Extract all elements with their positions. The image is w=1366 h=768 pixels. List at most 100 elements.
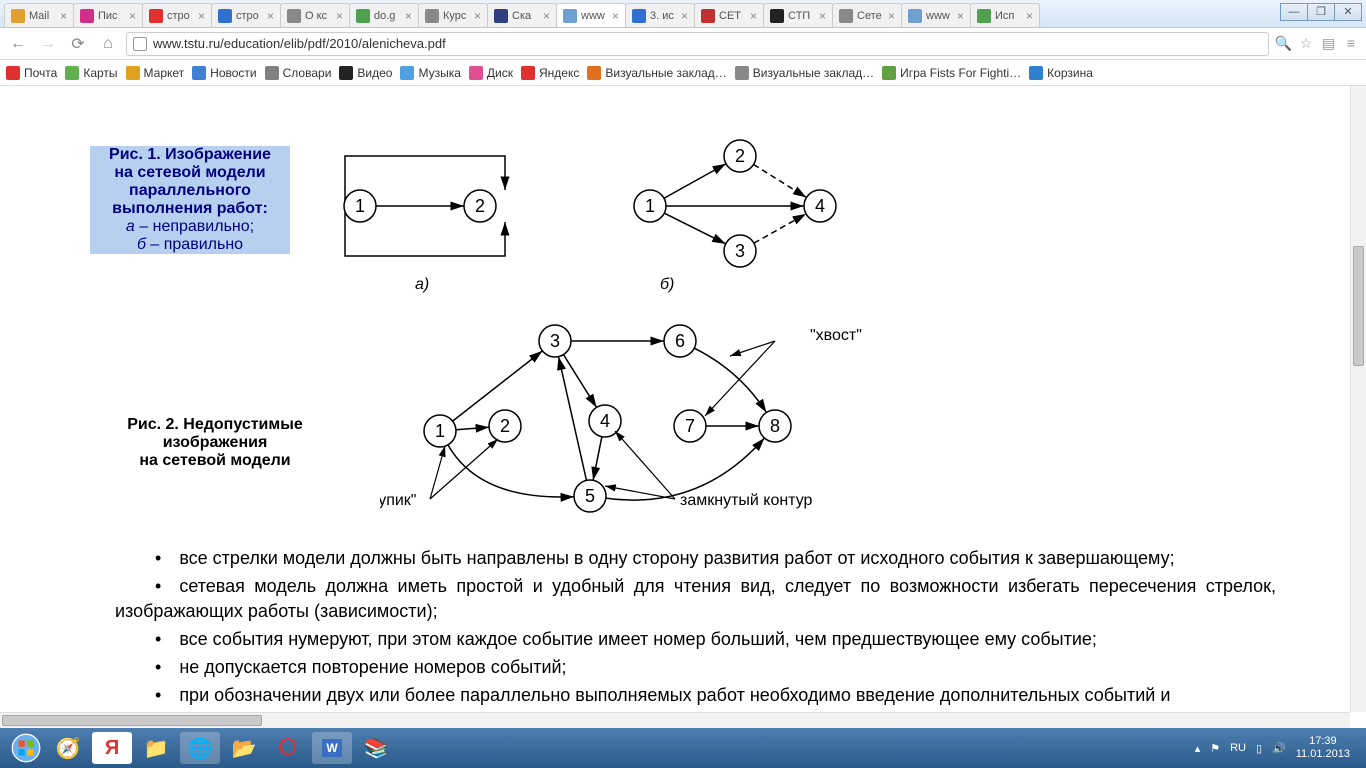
- bookmark-item[interactable]: Музыка: [400, 66, 460, 80]
- bookmark-item[interactable]: Игра Fists For Fighti…: [882, 66, 1021, 80]
- browser-tab[interactable]: Исп×: [970, 3, 1040, 27]
- tab-close-icon[interactable]: ×: [957, 9, 964, 23]
- close-button[interactable]: ✕: [1334, 3, 1362, 21]
- bookmark-icon: [400, 66, 414, 80]
- forward-button[interactable]: →: [36, 32, 60, 56]
- browser-tab[interactable]: www×: [901, 3, 971, 27]
- svg-text:4: 4: [815, 196, 825, 216]
- bookmarks-icon[interactable]: ▤: [1320, 35, 1338, 53]
- bookmark-label: Игра Fists For Fighti…: [900, 66, 1021, 80]
- star-icon[interactable]: ☆: [1297, 35, 1315, 53]
- home-button[interactable]: ⌂: [96, 32, 120, 56]
- bookmark-icon: [882, 66, 896, 80]
- tab-close-icon[interactable]: ×: [60, 9, 67, 23]
- browser-tab[interactable]: do.g×: [349, 3, 419, 27]
- tab-close-icon[interactable]: ×: [267, 9, 274, 23]
- bookmark-item[interactable]: Диск: [469, 66, 513, 80]
- bookmark-item[interactable]: Визуальные заклад…: [587, 66, 726, 80]
- bookmark-icon: [265, 66, 279, 80]
- tab-close-icon[interactable]: ×: [543, 9, 550, 23]
- tab-close-icon[interactable]: ×: [198, 9, 205, 23]
- clock[interactable]: 17:3911.01.2013: [1296, 735, 1350, 761]
- browser-tab[interactable]: Сете ×: [832, 3, 902, 27]
- url-text: www.tstu.ru/education/elib/pdf/2010/alen…: [153, 36, 446, 51]
- taskbar-app-4[interactable]: 📂: [224, 732, 264, 764]
- zoom-icon[interactable]: 🔍: [1275, 35, 1293, 53]
- browser-tabstrip: Mail×Пис×стро×стро×О кс×do.g×Курс×Ска×ww…: [0, 0, 1366, 28]
- start-button[interactable]: [6, 728, 46, 768]
- bookmark-item[interactable]: Корзина: [1029, 66, 1093, 80]
- bookmark-item[interactable]: Видео: [339, 66, 392, 80]
- bookmark-item[interactable]: Визуальные заклад…: [735, 66, 874, 80]
- bullet-item: все события нумеруют, при этом каждое со…: [115, 627, 1276, 651]
- browser-tab[interactable]: СТП ×: [763, 3, 833, 27]
- figure1-caption: Рис. 1. Изображение на сетевой модели па…: [90, 146, 290, 254]
- browser-tab[interactable]: www×: [556, 3, 626, 27]
- tab-close-icon[interactable]: ×: [681, 9, 688, 23]
- tab-close-icon[interactable]: ×: [750, 9, 757, 23]
- taskbar-archive[interactable]: 📚: [356, 732, 396, 764]
- browser-tab[interactable]: 3. ис ×: [625, 3, 695, 27]
- browser-tab[interactable]: Ска×: [487, 3, 557, 27]
- browser-tab[interactable]: Mail×: [4, 3, 74, 27]
- address-bar[interactable]: www.tstu.ru/education/elib/pdf/2010/alen…: [126, 32, 1269, 56]
- browser-tab[interactable]: СЕТ×: [694, 3, 764, 27]
- bookmark-item[interactable]: Словари: [265, 66, 332, 80]
- bookmark-item[interactable]: Карты: [65, 66, 117, 80]
- minimize-button[interactable]: —: [1280, 3, 1308, 21]
- tab-close-icon[interactable]: ×: [1026, 9, 1033, 23]
- figure1a-label: а): [415, 276, 429, 294]
- browser-tab[interactable]: О кс×: [280, 3, 350, 27]
- tab-label: СТП: [788, 10, 815, 22]
- bookmark-item[interactable]: Яндекс: [521, 66, 579, 80]
- tab-favicon: [149, 9, 163, 23]
- bookmark-item[interactable]: Маркет: [126, 66, 185, 80]
- tab-close-icon[interactable]: ×: [612, 9, 619, 23]
- svg-text:"хвост": "хвост": [810, 327, 862, 344]
- tab-favicon: [563, 9, 577, 23]
- bookmark-label: Корзина: [1047, 66, 1093, 80]
- tab-close-icon[interactable]: ×: [888, 9, 895, 23]
- tab-close-icon[interactable]: ×: [129, 9, 136, 23]
- svg-text:1: 1: [435, 421, 445, 441]
- taskbar-app-3[interactable]: 📁: [136, 732, 176, 764]
- svg-text:5: 5: [585, 486, 595, 506]
- tray-arrow-icon[interactable]: ▴: [1195, 742, 1201, 755]
- tab-close-icon[interactable]: ×: [405, 9, 412, 23]
- horizontal-scrollbar[interactable]: [0, 712, 1350, 728]
- taskbar-opera[interactable]: O: [268, 732, 308, 764]
- svg-text:2: 2: [500, 416, 510, 436]
- maximize-button[interactable]: ❐: [1307, 3, 1335, 21]
- taskbar-word[interactable]: W: [312, 732, 352, 764]
- tab-close-icon[interactable]: ×: [474, 9, 481, 23]
- tab-favicon: [701, 9, 715, 23]
- tray-volume-icon[interactable]: 🔊: [1272, 742, 1286, 755]
- back-button[interactable]: ←: [6, 32, 30, 56]
- bullet-item: при обозначении двух или более параллель…: [115, 683, 1276, 707]
- taskbar-app-1[interactable]: 🧭: [48, 732, 88, 764]
- tab-close-icon[interactable]: ×: [336, 9, 343, 23]
- taskbar-chrome[interactable]: 🌐: [180, 732, 220, 764]
- vertical-scrollbar[interactable]: [1350, 86, 1366, 712]
- tab-label: Курс: [443, 10, 470, 22]
- bookmark-item[interactable]: Почта: [6, 66, 57, 80]
- figure1b-label: б): [660, 276, 674, 294]
- horizontal-scroll-thumb[interactable]: [2, 715, 262, 726]
- tab-favicon: [839, 9, 853, 23]
- tab-label: Сете: [857, 10, 884, 22]
- system-tray: ▴ ⚑ RU ▯ 🔊 17:3911.01.2013: [1195, 735, 1360, 761]
- tray-network-icon[interactable]: ▯: [1256, 742, 1262, 755]
- reload-button[interactable]: ⟳: [66, 32, 90, 56]
- browser-tab[interactable]: Курс ×: [418, 3, 488, 27]
- tab-label: 3. ис: [650, 10, 677, 22]
- browser-tab[interactable]: стро×: [211, 3, 281, 27]
- browser-tab[interactable]: стро×: [142, 3, 212, 27]
- vertical-scroll-thumb[interactable]: [1353, 246, 1364, 366]
- language-indicator[interactable]: RU: [1230, 742, 1246, 754]
- tray-flag-icon[interactable]: ⚑: [1210, 742, 1220, 755]
- tab-close-icon[interactable]: ×: [819, 9, 826, 23]
- browser-tab[interactable]: Пис×: [73, 3, 143, 27]
- menu-icon[interactable]: ≡: [1342, 35, 1360, 53]
- bookmark-item[interactable]: Новости: [192, 66, 256, 80]
- taskbar-app-2[interactable]: Я: [92, 732, 132, 764]
